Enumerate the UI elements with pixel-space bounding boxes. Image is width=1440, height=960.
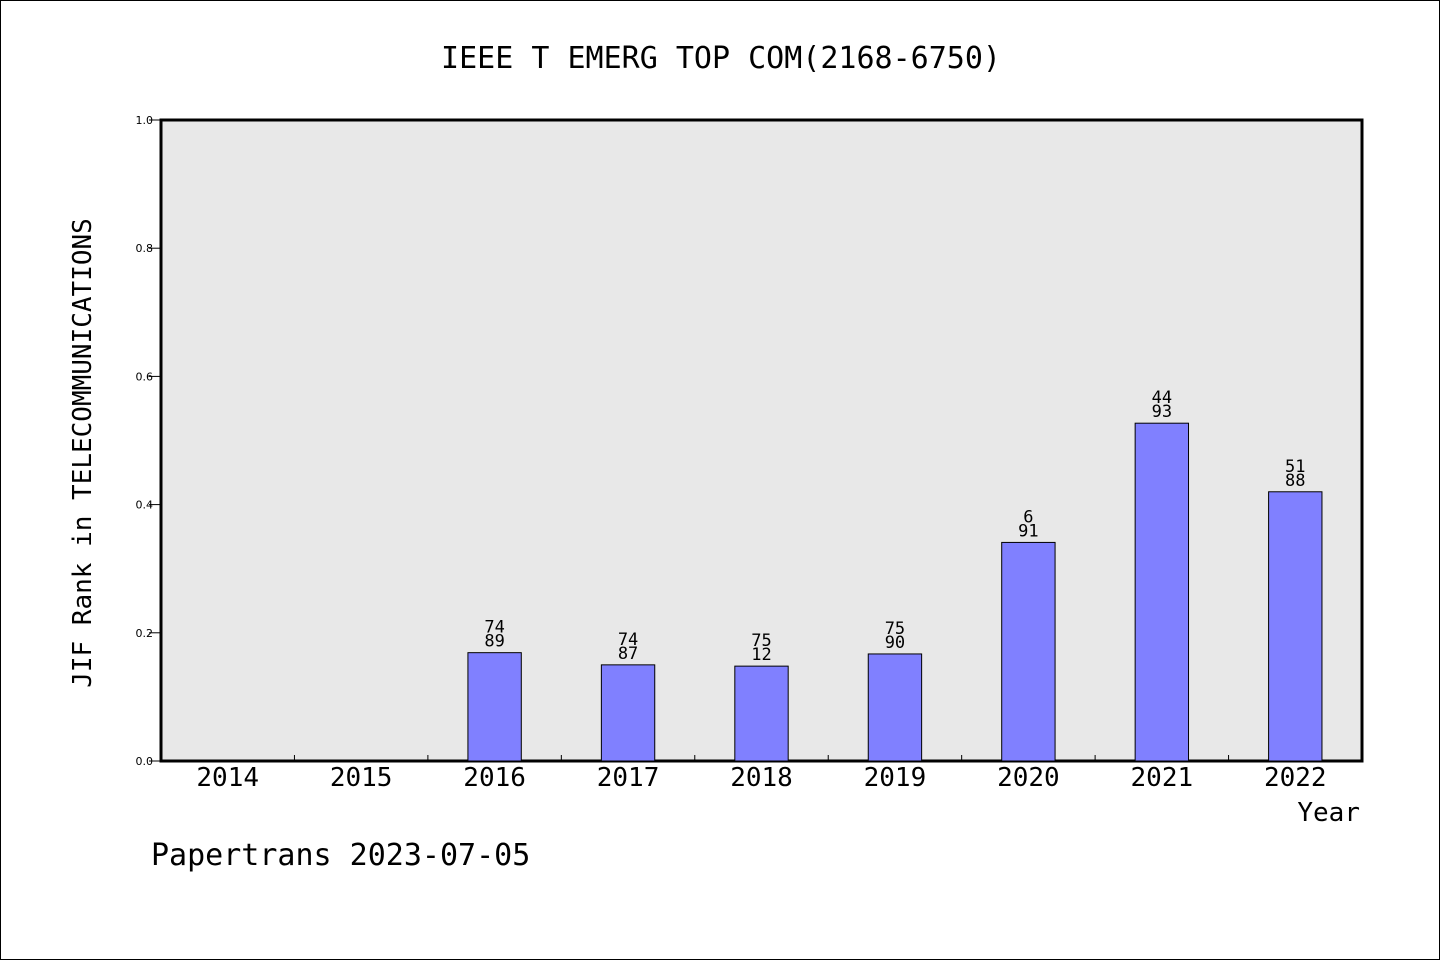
footer-credit: Papertrans 2023-07-05 — [151, 838, 530, 873]
bar-label-top: 74 — [618, 630, 638, 650]
bar-label-bottom: 87 — [618, 644, 638, 664]
bar-label-bottom: 91 — [1018, 521, 1038, 541]
x-tick-label: 2021 — [1131, 763, 1194, 793]
x-tick-label: 2017 — [597, 763, 660, 793]
bar-series — [467, 422, 1323, 762]
bar-2018 — [734, 665, 789, 762]
bar-label-top: 6 — [1023, 507, 1033, 527]
bar-label-top: 75 — [751, 631, 771, 651]
bar-label-bottom: 90 — [885, 633, 905, 653]
bar-2020 — [1001, 541, 1056, 762]
bar-label-top: 51 — [1285, 457, 1305, 477]
x-axis-label: Year — [1297, 798, 1360, 828]
x-tick-label: 2014 — [196, 763, 259, 793]
bar-2022 — [1268, 491, 1323, 762]
bar-label-top: 44 — [1152, 388, 1172, 408]
y-tick-label: 0.8 — [136, 242, 154, 255]
bar-label-bottom: 93 — [1152, 402, 1172, 422]
x-tick-label: 2019 — [864, 763, 927, 793]
bar-2016 — [467, 652, 522, 762]
x-tick-label: 2020 — [997, 763, 1060, 793]
y-tick-label: 0.4 — [136, 499, 154, 512]
x-tick-label: 2015 — [330, 763, 393, 793]
x-axis: 2014 2015 2016 2017 2018 2019 2020 2021 2022 — [196, 755, 1327, 793]
x-tick-label: 2022 — [1264, 763, 1327, 793]
x-tick-label: 2016 — [463, 763, 526, 793]
bar-label-bottom: 89 — [484, 632, 504, 652]
y-axis: 0.0 0.2 0.4 0.6 0.8 1.0 — [136, 114, 161, 768]
bar-2017 — [600, 664, 656, 762]
chart-title: IEEE T EMERG TOP COM(2168-6750) — [441, 41, 1001, 76]
y-tick-label: 0.2 — [136, 627, 154, 640]
bar-label-bottom: 88 — [1285, 471, 1305, 491]
y-tick-label: 1.0 — [136, 114, 154, 127]
bar-label-top: 75 — [885, 619, 905, 639]
y-tick-label: 0.0 — [136, 755, 154, 768]
bar-label-top: 74 — [484, 618, 504, 638]
y-tick-label: 0.6 — [136, 370, 154, 383]
x-tick-label: 2018 — [730, 763, 793, 793]
y-axis-label: JIF Rank in TELECOMMUNICATIONS — [68, 218, 98, 688]
bar-2019 — [867, 653, 923, 762]
bar-label-bottom: 12 — [751, 645, 771, 665]
bar-2021 — [1134, 422, 1190, 762]
